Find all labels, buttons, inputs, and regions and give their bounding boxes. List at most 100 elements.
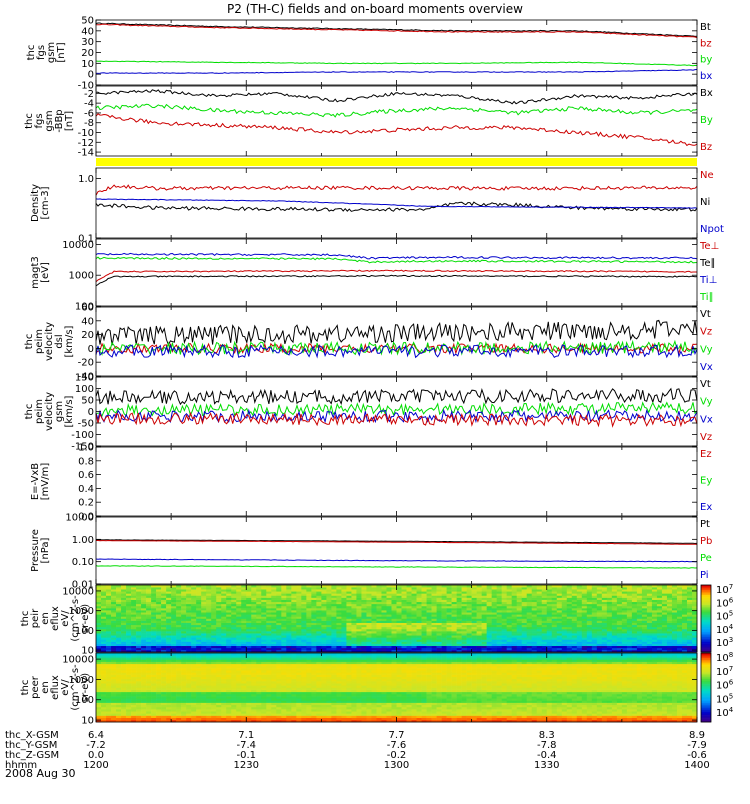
spectrogram-cell xyxy=(121,688,126,690)
spectrogram-cell xyxy=(336,637,341,639)
spectrogram-cell xyxy=(547,602,552,604)
spectrogram-cell xyxy=(386,600,391,602)
spectrogram-cell xyxy=(356,633,361,635)
spectrogram-cell xyxy=(111,644,116,646)
spectrogram-cell xyxy=(146,644,151,646)
panel-frame xyxy=(96,307,697,376)
spectrogram-cell xyxy=(672,608,677,610)
spectrogram-cell xyxy=(131,612,136,614)
spectrogram-cell xyxy=(211,642,216,644)
spectrogram-cell xyxy=(331,587,336,589)
spectrogram-cell xyxy=(136,662,141,664)
spectrogram-cell xyxy=(146,718,151,720)
spectrogram-cell xyxy=(557,646,562,648)
spectrogram-cell xyxy=(512,606,517,608)
spectrogram-cell xyxy=(286,593,291,595)
spectrogram-cell xyxy=(106,672,111,674)
spectrogram-cell xyxy=(131,616,136,618)
spectrogram-cell xyxy=(311,606,316,608)
spectrogram-cell xyxy=(221,642,226,644)
spectrogram-cell xyxy=(116,608,121,610)
spectrogram-cell xyxy=(547,648,552,650)
spectrogram-cell xyxy=(256,644,261,646)
spectrogram-cell xyxy=(552,606,557,608)
spectrogram-cell xyxy=(191,696,196,698)
spectrogram-cell xyxy=(121,625,126,627)
spectrogram-cell xyxy=(266,589,271,591)
spectrogram-cell xyxy=(371,614,376,616)
spectrogram-cell xyxy=(141,595,146,597)
spectrogram-cell xyxy=(507,598,512,600)
spectrogram-cell xyxy=(442,595,447,597)
spectrogram-cell xyxy=(141,639,146,641)
spectrogram-cell xyxy=(617,608,622,610)
spectrogram-cell xyxy=(537,629,542,631)
spectrogram-cell xyxy=(96,627,101,629)
spectrogram-cell xyxy=(326,629,331,631)
spectrogram-cell xyxy=(341,589,346,591)
spectrogram-cell xyxy=(251,633,256,635)
spectrogram-cell xyxy=(677,589,682,591)
spectrogram-cell xyxy=(106,681,111,683)
spectrogram-cell xyxy=(682,637,687,639)
spectrogram-cell xyxy=(106,709,111,711)
spectrogram-cell xyxy=(452,642,457,644)
spectrogram-cell xyxy=(527,589,532,591)
spectrogram-cell xyxy=(196,595,201,597)
spectrogram-cell xyxy=(672,621,677,623)
spectrogram-cell xyxy=(191,655,196,657)
spectrogram-cell xyxy=(176,683,181,685)
spectrogram-cell xyxy=(181,677,186,679)
spectrogram-cell xyxy=(617,604,622,606)
spectrogram-cell xyxy=(166,600,171,602)
spectrogram-cell xyxy=(662,629,667,631)
spectrogram-cell xyxy=(196,672,201,674)
spectrogram-cell xyxy=(452,604,457,606)
spectrogram-cell xyxy=(532,621,537,623)
spectrogram-cell xyxy=(692,635,697,637)
spectrogram-cell xyxy=(366,646,371,648)
legend-By: By xyxy=(700,115,713,126)
spectrogram-cell xyxy=(642,604,647,606)
spectrogram-cell xyxy=(477,635,482,637)
spectrogram-cell xyxy=(402,633,407,635)
spectrogram-cell xyxy=(447,589,452,591)
spectrogram-cell xyxy=(647,648,652,650)
spectrogram-cell xyxy=(597,642,602,644)
spectrogram-cell xyxy=(672,612,677,614)
spectrogram-cell xyxy=(306,642,311,644)
spectrogram-cell xyxy=(567,595,572,597)
spectrogram-cell xyxy=(346,646,351,648)
spectrogram-cell xyxy=(186,595,191,597)
spectrogram-cell xyxy=(512,593,517,595)
spectrogram-cell xyxy=(627,587,632,589)
spectrogram-cell xyxy=(121,711,126,713)
spectrogram-cell xyxy=(176,690,181,692)
spectrogram-cell xyxy=(106,707,111,709)
spectrogram-cell xyxy=(331,646,336,648)
spectrogram-cell xyxy=(291,614,296,616)
spectrogram-cell xyxy=(181,679,186,681)
spectrogram-cell xyxy=(246,648,251,650)
spectrogram-cell xyxy=(111,705,116,707)
spectrogram-cell xyxy=(286,595,291,597)
spectrogram-cell xyxy=(316,635,321,637)
spectrogram-cell xyxy=(261,635,266,637)
spectrogram-cell xyxy=(231,642,236,644)
spectrogram-cell xyxy=(116,600,121,602)
spectrogram-cell xyxy=(657,639,662,641)
spectrogram-cell xyxy=(216,606,221,608)
spectrogram-cell xyxy=(527,619,532,621)
spectrogram-cell xyxy=(432,637,437,639)
spectrogram-cell xyxy=(386,610,391,612)
spectrogram-cell xyxy=(281,604,286,606)
spectrogram-cell xyxy=(111,709,116,711)
spectrogram-cell xyxy=(181,648,186,650)
spectrogram-cell xyxy=(256,633,261,635)
spectrogram-cell xyxy=(356,595,361,597)
spectrogram-cell xyxy=(397,604,402,606)
spectrogram-cell xyxy=(542,589,547,591)
spectrogram-cell xyxy=(692,631,697,633)
spectrogram-cell xyxy=(361,608,366,610)
spectrogram-cell xyxy=(111,688,116,690)
